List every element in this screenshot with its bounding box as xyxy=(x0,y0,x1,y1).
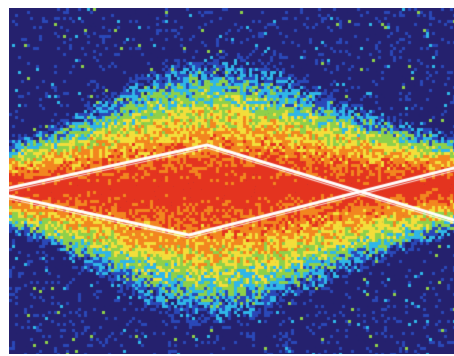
heatmap-image xyxy=(9,8,454,354)
heatmap-canvas xyxy=(9,8,454,354)
